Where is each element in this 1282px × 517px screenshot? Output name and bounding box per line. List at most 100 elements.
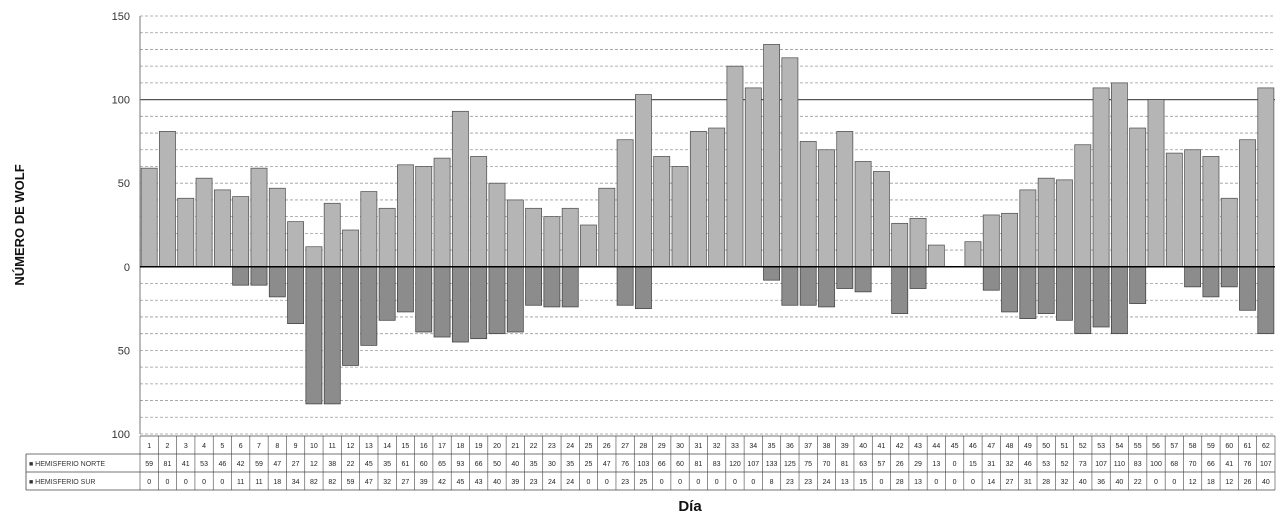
table-cell-north: 76	[621, 461, 629, 468]
table-cell-south: 0	[660, 479, 664, 486]
x-tick-label: 8	[275, 443, 279, 450]
table-cell-north: 46	[1024, 461, 1032, 468]
table-cell-north: 81	[694, 461, 702, 468]
bar-south	[451, 266, 469, 343]
x-tick-label: 55	[1134, 443, 1142, 450]
table-cell-south: 25	[640, 479, 648, 486]
bar-north	[1129, 127, 1147, 268]
bar-north	[543, 216, 561, 268]
x-tick-label: 47	[987, 443, 995, 450]
bar-south	[397, 266, 414, 313]
table-cell-south: 0	[202, 479, 206, 486]
table-cell-north: 93	[456, 461, 464, 468]
table-cell-north: 70	[1189, 461, 1197, 468]
table-cell-south: 0	[715, 479, 719, 486]
table-cell-north: 47	[603, 461, 611, 468]
table-cell-south: 23	[786, 479, 794, 486]
table-cell-north: 0	[953, 461, 957, 468]
table-cell-north: 50	[493, 461, 501, 468]
x-tick-label: 53	[1097, 443, 1105, 450]
table-cell-north: 40	[511, 461, 519, 468]
table-cell-north: 52	[1061, 461, 1069, 468]
table-cell-south: 39	[511, 479, 519, 486]
table-cell-north: 25	[585, 461, 593, 468]
table-cell-south: 13	[914, 479, 922, 486]
bar-north	[1220, 197, 1238, 268]
x-tick-label: 48	[1006, 443, 1014, 450]
bar-north	[653, 156, 671, 268]
bar-south	[561, 266, 579, 308]
bar-south	[1239, 266, 1256, 311]
bar-north	[451, 110, 469, 268]
x-tick-label: 19	[475, 443, 483, 450]
table-cell-north: 81	[841, 461, 849, 468]
table-cell-north: 75	[804, 461, 812, 468]
bar-north	[982, 214, 1000, 268]
x-tick-label: 44	[932, 443, 940, 450]
table-cell-north: 133	[766, 461, 778, 468]
x-tick-label: 6	[239, 443, 243, 450]
bar-south	[909, 266, 927, 289]
table-cell-north: 41	[1225, 461, 1233, 468]
table-cell-north: 45	[365, 461, 373, 468]
y-axis-ticks: 150 100 50 0 50 100	[112, 11, 130, 441]
table-cell-north: 22	[347, 461, 355, 468]
table-cell-north: 66	[475, 461, 483, 468]
table-cell-south: 32	[383, 479, 391, 486]
table-cell-south: 0	[1154, 479, 1158, 486]
bar-north	[1001, 212, 1018, 268]
table-cell-south: 39	[420, 479, 428, 486]
table-cell-south: 23	[621, 479, 629, 486]
table-cell-north: 15	[969, 461, 977, 468]
bar-south	[763, 266, 780, 281]
x-tick-label: 5	[220, 443, 224, 450]
table-cell-south: 8	[770, 479, 774, 486]
bar-north	[506, 199, 524, 268]
table-cell-south: 15	[859, 479, 867, 486]
table-cell-south: 0	[166, 479, 170, 486]
bar-south	[799, 266, 817, 306]
bar-north	[140, 167, 158, 268]
table-cell-north: 83	[1134, 461, 1142, 468]
bar-north	[1110, 82, 1128, 268]
y-tick-label: 50	[118, 178, 130, 190]
table-cell-north: 120	[729, 461, 741, 468]
table-cell-north: 60	[676, 461, 684, 468]
table-cell-south: 0	[934, 479, 938, 486]
bar-south	[506, 266, 524, 333]
bar-north	[891, 222, 909, 268]
bar-south	[982, 266, 1000, 291]
y-axis-label: NÚMERO DE WOLF	[12, 164, 27, 285]
table-cell-south: 18	[1207, 479, 1215, 486]
table-cell-north: 32	[1006, 461, 1014, 468]
table-cell-south: 26	[1244, 479, 1252, 486]
table-cell-north: 125	[784, 461, 796, 468]
table-cell-north: 76	[1244, 461, 1252, 468]
bar-north	[1165, 152, 1183, 268]
table-cell-south: 0	[605, 479, 609, 486]
table-cell-north: 107	[1095, 461, 1107, 468]
table-cell-north: 57	[878, 461, 886, 468]
x-tick-label: 30	[676, 443, 684, 450]
bar-north	[1257, 87, 1275, 268]
bar-south	[305, 266, 323, 405]
x-axis-label: Día	[678, 498, 702, 515]
table-cell-south: 18	[273, 479, 281, 486]
bar-north	[1092, 87, 1110, 268]
x-tick-label: 25	[585, 443, 593, 450]
bar-north	[836, 131, 854, 268]
bar-north	[159, 131, 176, 268]
table-cell-south: 0	[971, 479, 975, 486]
x-tick-label: 43	[914, 443, 922, 450]
table-cell-south: 0	[696, 479, 700, 486]
table-cell-south: 0	[147, 479, 151, 486]
table-cell-north: 26	[896, 461, 904, 468]
y-tick-label: 150	[112, 11, 130, 23]
table-cell-north: 59	[255, 461, 263, 468]
bar-south	[1220, 266, 1238, 288]
legend-south: ■ HEMISFERIO SUR	[29, 479, 95, 486]
x-tick-label: 22	[530, 443, 538, 450]
table-cell-north: 35	[566, 461, 574, 468]
table-cell-south: 23	[804, 479, 812, 486]
bar-north	[415, 166, 433, 268]
